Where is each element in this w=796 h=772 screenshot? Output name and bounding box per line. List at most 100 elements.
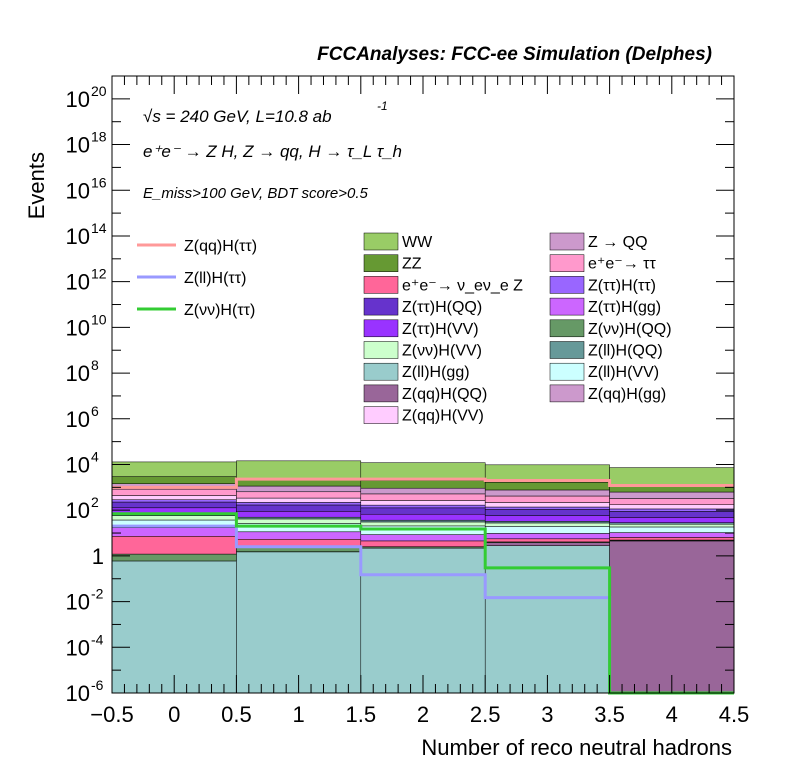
legend-swatch-z-h [549, 276, 585, 294]
bar-z-h-bin2 [360, 504, 486, 509]
bar-z-h-gg-bin2 [360, 534, 486, 542]
bar-z-h-gg-bin3 [484, 533, 610, 540]
legend-label: Z(νν)H(VV) [402, 343, 482, 360]
bar-e-e-bin4 [609, 498, 735, 505]
bar-e-e-bin0 [111, 488, 237, 496]
bar-zz-bin3 [484, 482, 610, 491]
y-tick-label: 10 [66, 452, 90, 477]
y-tick-label: 10 [66, 498, 90, 523]
legend-label: Z(ττ)H(VV) [402, 321, 479, 338]
bar-z-h-vv-bin1 [236, 518, 362, 524]
bar-z-ll-h-qq-bin2 [360, 519, 486, 523]
bar-z-ll-h-gg-bin2 [360, 547, 486, 694]
y-tick-exponent: 20 [91, 83, 107, 99]
bar-z-h-qq-bin3 [484, 509, 610, 516]
annotation-selection: E_miss>100 GeV, BDT score>0.5 [143, 185, 368, 202]
bar-z-qq-bin2 [360, 487, 486, 495]
legend-swatch-z-ll-h-vv [549, 362, 585, 381]
legend-swatch-z-h-gg [549, 297, 585, 316]
bar-z-qq-h-vv-bin4 [609, 504, 735, 510]
legend-swatch-z-ll-h-qq [549, 341, 585, 359]
bar-z-h-bin1 [236, 502, 362, 506]
y-tick-exponent: 10 [91, 311, 107, 327]
bar-z-qq-h-qq-bin4 [609, 540, 735, 694]
y-tick-label: 10 [66, 407, 90, 432]
bar-ww-bin0 [111, 461, 237, 477]
legend-swatch-e-e-e-e-z [363, 276, 399, 294]
legend-label: Z(ll)H(ττ) [184, 270, 246, 287]
legend-label: Z(qq)H(QQ) [402, 386, 487, 403]
bar-zz-bin2 [360, 480, 486, 489]
y-axis-label: Events [24, 152, 49, 219]
bar-z-h-qq-bin1 [236, 504, 362, 512]
bar-z-qq-h-qq-bin3 [484, 542, 610, 546]
y-tick-label: 10 [66, 681, 90, 706]
y-tick-label: 10 [66, 87, 90, 112]
y-tick-exponent: -2 [91, 586, 104, 602]
y-tick-exponent: 2 [91, 494, 99, 510]
bar-z-qq-h-vv-bin3 [484, 502, 610, 508]
legend-swatch-z-qq-h-gg [549, 384, 585, 403]
x-tick-label: 1 [292, 702, 304, 727]
legend-label: Z(qq)H(gg) [588, 386, 666, 403]
legend-label: e⁺e⁻→ ν_eν_e Z [402, 277, 523, 294]
bar-e-e-bin3 [484, 495, 610, 503]
legend-label: Z(νν)H(QQ) [588, 321, 672, 338]
y-tick-exponent: 12 [91, 266, 107, 282]
legend-swatch-z-h-vv [363, 341, 399, 359]
bar-z-h-vv-bin3 [484, 522, 610, 527]
line-z-h [112, 512, 734, 695]
legend-label: e⁺e⁻→ ττ [588, 256, 656, 273]
chart-title: FCCAnalyses: FCC-ee Simulation (Delphes) [317, 44, 712, 65]
y-tick-label: 10 [66, 178, 90, 203]
bar-z-h-vv-bin4 [609, 517, 735, 523]
legend-label: WW [402, 234, 433, 251]
bar-e-e-e-e-z-bin3 [484, 538, 610, 543]
bar-z-ll-h-qq-bin1 [236, 516, 362, 520]
bar-z-ll-h-gg-bin1 [236, 551, 362, 694]
bar-z-h-vv-bin2 [360, 513, 486, 521]
bar-z-qq-bin1 [236, 485, 362, 493]
legend-swatch-z-ll-h-gg [363, 362, 399, 381]
bar-z-h-vv-bin2 [360, 521, 486, 527]
legend-swatch-z-qq-h-vv [363, 406, 399, 424]
y-tick-label: 10 [66, 315, 90, 340]
bar-z-h-bin3 [484, 506, 610, 510]
legend-swatch-z-qq-h-qq [363, 384, 399, 403]
x-tick-label: 0 [168, 702, 180, 727]
legend-swatch-ww [363, 232, 399, 251]
y-tick-exponent: 4 [91, 448, 99, 464]
bar-z-ll-h-gg-bin0 [111, 560, 237, 694]
y-tick-exponent: -6 [91, 677, 104, 693]
bar-z-h-qq-bin4 [609, 511, 735, 518]
bar-z-h-gg-bin1 [236, 531, 362, 540]
legend-swatch-z-h-qq [363, 297, 399, 316]
bar-e-e-bin1 [236, 491, 362, 499]
bar-z-qq-bin3 [484, 489, 610, 497]
y-tick-exponent: 8 [91, 357, 99, 373]
legend-swatch-e-e [549, 254, 585, 272]
legend-label: Z(ττ)H(QQ) [402, 299, 482, 316]
legend-label: Z(ll)H(QQ) [588, 343, 663, 360]
legend-label: ZZ [402, 256, 422, 273]
bar-z-qq-h-vv-bin0 [111, 495, 237, 500]
legend-label: Z(qq)H(ττ) [184, 238, 257, 255]
legend: Z(qq)H(ττ) Z(ll)H(ττ) Z(νν)H(ττ) WW ZZ e⁺e⁻→ … [137, 232, 672, 425]
bar-z-h-vv-bin4 [609, 523, 735, 528]
x-tick-label: 4 [666, 702, 678, 727]
legend-label: Z(qq)H(VV) [402, 408, 484, 425]
svg-text:√s = 240 GeV, L=10.8 ab: √s = 240 GeV, L=10.8 ab [143, 107, 332, 126]
bar-z-h-bin4 [609, 508, 735, 512]
x-tick-label: 2.5 [470, 702, 501, 727]
x-tick-label: 1.5 [346, 702, 377, 727]
bar-z-h-vv-bin1 [236, 511, 362, 518]
bar-e-e-e-e-z-bin2 [360, 540, 486, 547]
bar-z-h-qq-bin0 [111, 553, 237, 562]
bar-e-e-bin2 [360, 493, 486, 501]
y-tick-label: 10 [66, 635, 90, 660]
bar-z-qq-h-vv-bin1 [236, 497, 362, 503]
x-tick-label: 0.5 [221, 702, 252, 727]
bar-e-e-e-e-z-bin0 [111, 536, 237, 555]
y-tick-exponent: -4 [91, 631, 104, 647]
